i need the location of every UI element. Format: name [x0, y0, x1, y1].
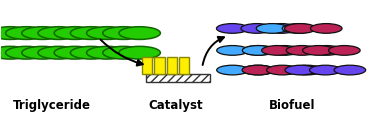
Bar: [179, 57, 189, 73]
Circle shape: [87, 46, 128, 59]
Circle shape: [282, 24, 314, 33]
Text: Biofuel: Biofuel: [269, 99, 316, 112]
Circle shape: [328, 46, 360, 55]
Circle shape: [311, 46, 342, 55]
Circle shape: [268, 46, 300, 55]
Circle shape: [22, 27, 63, 39]
Bar: [142, 57, 152, 73]
Circle shape: [217, 65, 248, 75]
Circle shape: [310, 65, 341, 75]
Circle shape: [334, 65, 366, 75]
Bar: [154, 57, 164, 73]
Circle shape: [0, 27, 31, 39]
Circle shape: [242, 65, 274, 75]
Circle shape: [22, 46, 63, 59]
Circle shape: [256, 24, 288, 33]
Circle shape: [217, 46, 248, 55]
Circle shape: [38, 46, 79, 59]
Circle shape: [217, 24, 248, 33]
Circle shape: [243, 46, 274, 55]
Circle shape: [302, 46, 334, 55]
Circle shape: [243, 65, 274, 75]
Circle shape: [54, 46, 96, 59]
Circle shape: [310, 24, 342, 33]
Bar: [167, 57, 177, 73]
Circle shape: [0, 46, 31, 59]
Circle shape: [70, 27, 112, 39]
Circle shape: [87, 27, 128, 39]
Circle shape: [265, 24, 297, 33]
Circle shape: [54, 27, 96, 39]
Circle shape: [266, 65, 298, 75]
Circle shape: [103, 27, 144, 39]
Circle shape: [6, 46, 47, 59]
Circle shape: [38, 27, 79, 39]
Text: Triglyceride: Triglyceride: [12, 99, 91, 112]
Circle shape: [286, 46, 318, 55]
Circle shape: [6, 27, 47, 39]
Circle shape: [262, 46, 293, 55]
Circle shape: [285, 24, 316, 33]
Circle shape: [119, 46, 160, 59]
Circle shape: [119, 27, 160, 39]
Circle shape: [291, 65, 323, 75]
Bar: [146, 73, 210, 82]
Circle shape: [103, 46, 144, 59]
Circle shape: [242, 46, 274, 55]
Circle shape: [285, 65, 317, 75]
Text: Catalyst: Catalyst: [149, 99, 203, 112]
Circle shape: [70, 46, 112, 59]
Circle shape: [241, 24, 273, 33]
